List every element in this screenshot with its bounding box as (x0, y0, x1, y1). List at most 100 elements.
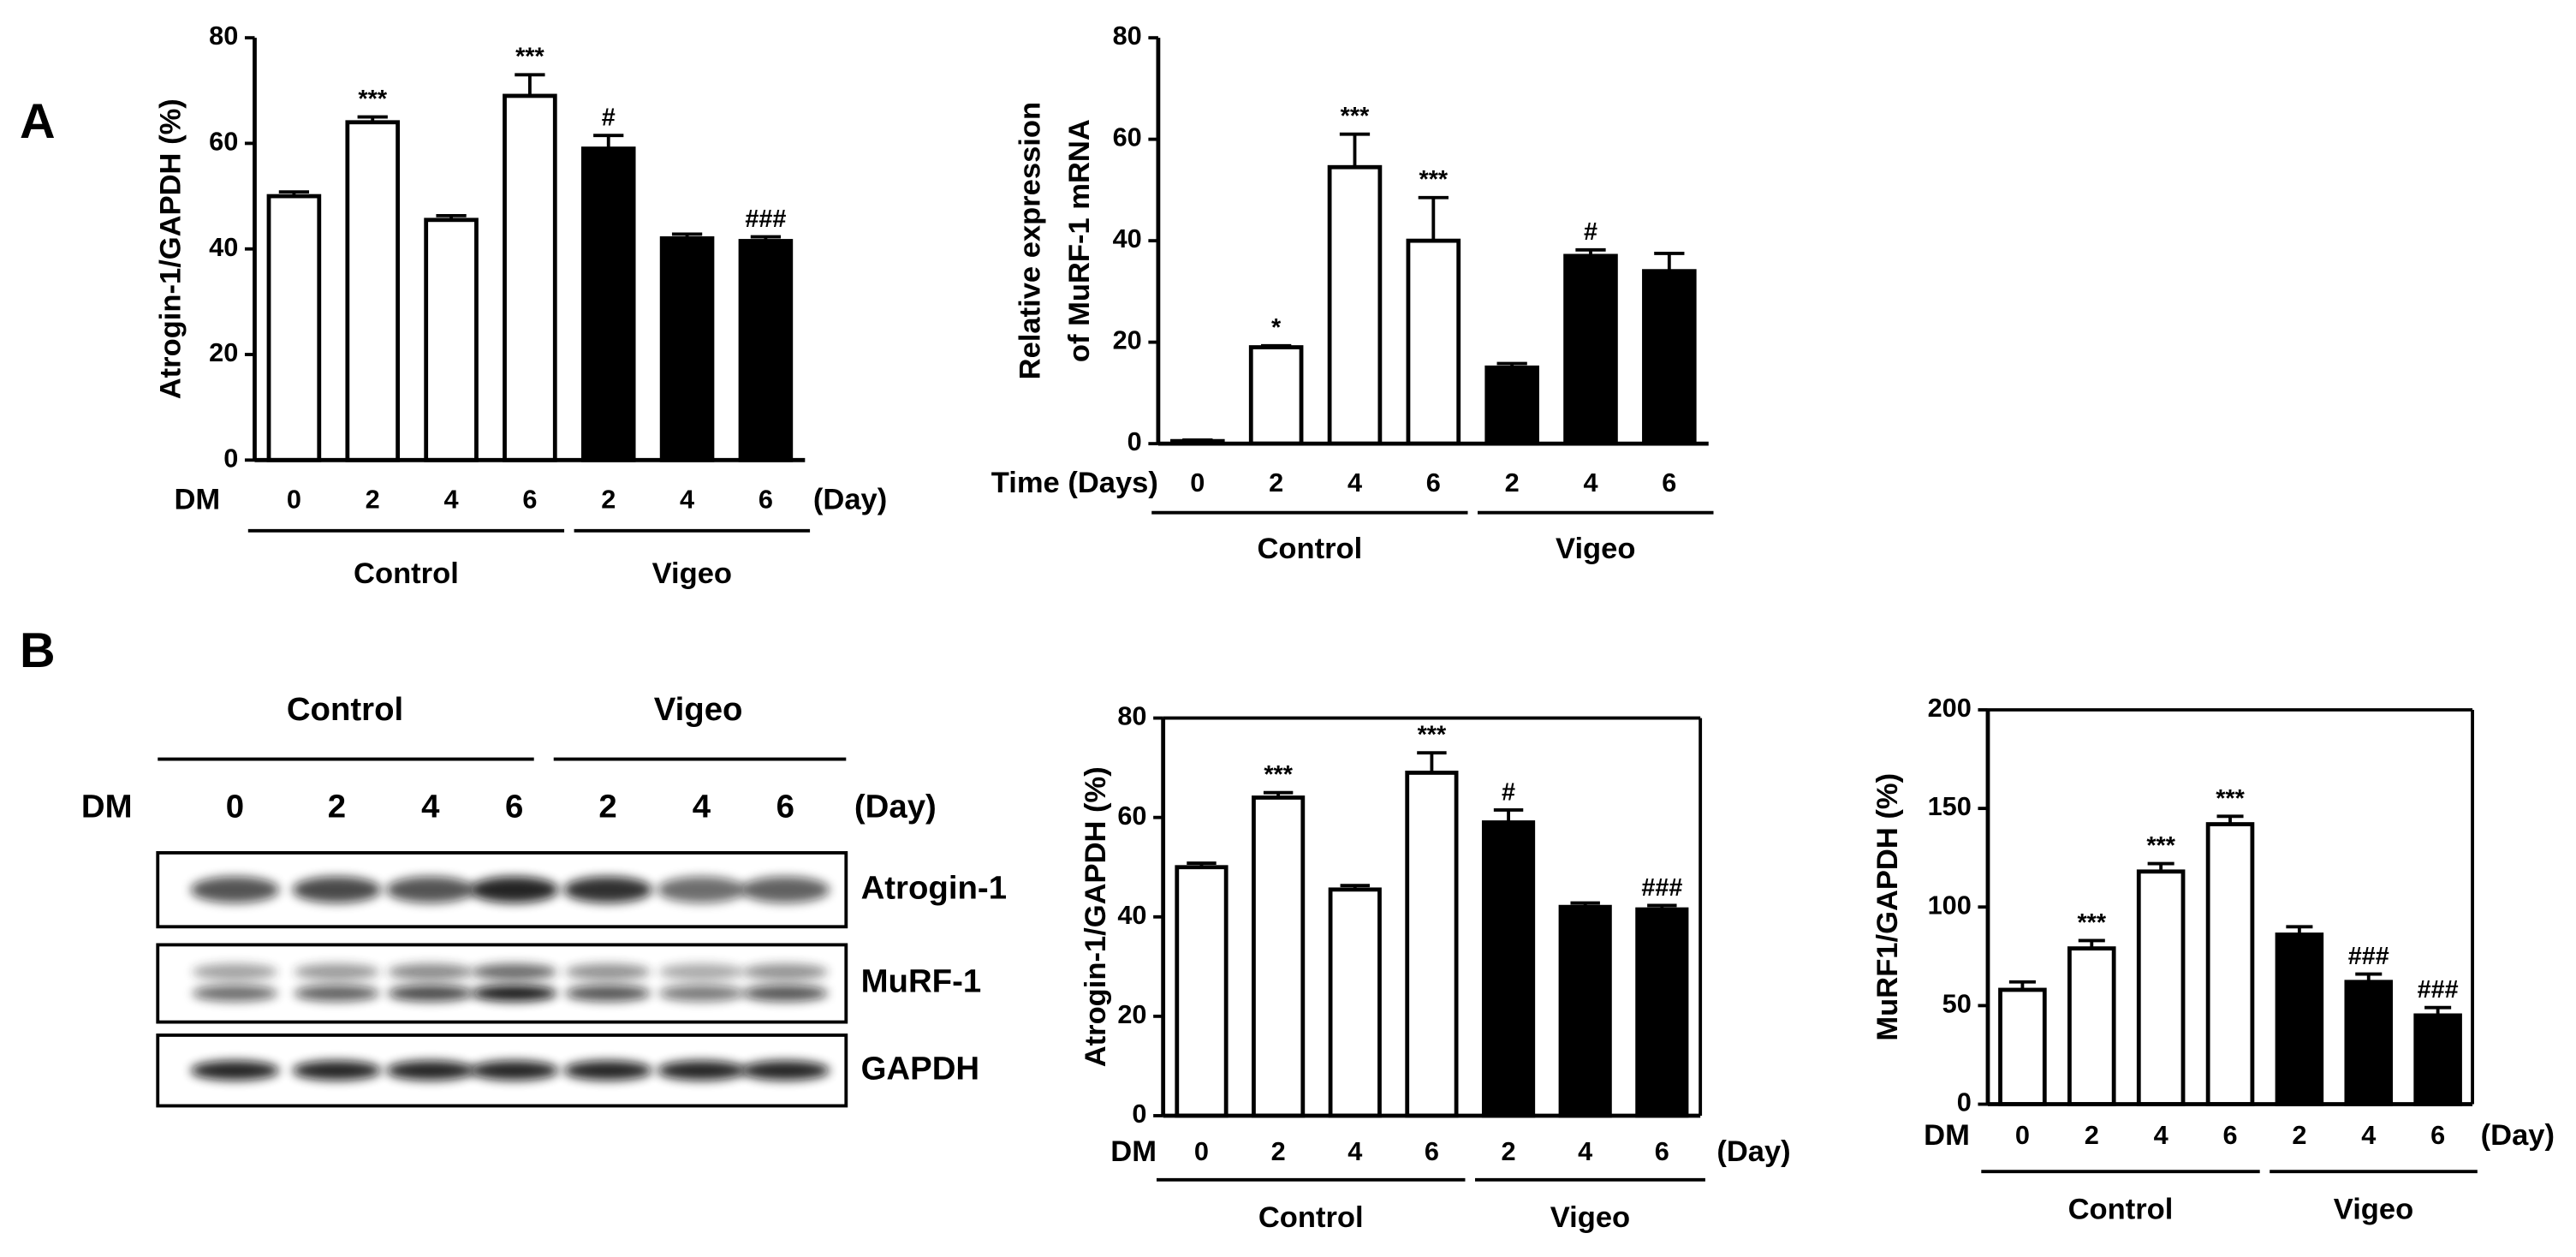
y-tick-label: 20 (1117, 999, 1146, 1029)
significance-label: *** (1419, 166, 1449, 194)
x-tick-label: 4 (1347, 468, 1362, 497)
band (192, 985, 278, 1002)
x-tick-label: 6 (1662, 468, 1676, 497)
y-axis-label: Atrogin-1/GAPDH (%) (155, 98, 187, 399)
band (741, 876, 830, 903)
lane-label: 4 (421, 788, 440, 825)
band (471, 963, 557, 980)
y-tick-label: 20 (1113, 325, 1142, 355)
significance-label: *** (1418, 722, 1447, 749)
group-label: Control (287, 691, 403, 728)
bar (1248, 345, 1304, 446)
bar (738, 239, 794, 462)
x-tick-label: 2 (366, 484, 380, 514)
bar (2344, 980, 2394, 1106)
group-label: Vigeo (2334, 1193, 2413, 1225)
x-suffix: (Day) (2481, 1119, 2555, 1152)
x-tick-label: 4 (444, 484, 459, 514)
significance-label: *** (2077, 909, 2106, 937)
x-tick-label: 4 (1583, 468, 1597, 497)
band (657, 876, 747, 903)
x-tick-label: 2 (1502, 1136, 1516, 1166)
significance-label: *** (2146, 832, 2175, 860)
band (563, 1060, 652, 1081)
x-tick-label: 4 (2361, 1120, 2376, 1150)
bar (1328, 887, 1382, 1118)
y-tick-label: 100 (1928, 890, 1972, 920)
chart: MuRF1/GAPDH (%) 0 50 100 150 200 *** *** *** Cont… (1871, 693, 2555, 1225)
chart: Atrogin-1/GAPDH (%)020406080******Contro… (1080, 701, 1791, 1234)
significance-label: *** (358, 86, 387, 113)
significance-label: ### (2418, 976, 2459, 1004)
x-axis-label: Time (Days) (991, 467, 1158, 499)
x-tick-label: 6 (2222, 1120, 2237, 1150)
y-axis-label: MuRF1/GAPDH (%) (1871, 773, 1904, 1041)
x-tick-label: 6 (1425, 1136, 1439, 1166)
bar (659, 235, 715, 462)
band (742, 985, 829, 1002)
y-tick-label: 80 (1113, 21, 1142, 51)
x-tick-label: 4 (2154, 1120, 2168, 1150)
band (469, 876, 559, 903)
lane-label: 2 (328, 788, 346, 825)
x-tick-label: 0 (2015, 1120, 2030, 1150)
y-tick-label: 0 (1957, 1087, 1972, 1117)
group-label: Control (1258, 1201, 1364, 1234)
x-tick-label: 0 (1194, 1136, 1209, 1166)
x-tick-label: 2 (1269, 468, 1283, 497)
y-tick-label: 40 (1117, 900, 1146, 930)
lane-label: 2 (598, 788, 616, 825)
bar (1327, 164, 1383, 446)
y-tick-label: 40 (1113, 223, 1142, 253)
band (741, 1060, 830, 1081)
bar (2136, 869, 2186, 1106)
y-tick-label: 20 (209, 337, 238, 367)
significance-label: ### (2348, 943, 2389, 970)
band (385, 1060, 475, 1081)
x-tick-label: 6 (1655, 1136, 1669, 1166)
bar (1563, 253, 1618, 446)
band (742, 963, 829, 980)
bar (1481, 820, 1536, 1118)
significance-label: ### (745, 206, 786, 233)
band (563, 876, 652, 903)
x-tick-label: 6 (1426, 468, 1441, 497)
bar (1405, 771, 1459, 1118)
x-tick-label: 0 (1190, 468, 1205, 497)
row-label: GAPDH (861, 1050, 980, 1087)
band (658, 963, 745, 980)
y-tick-label: 50 (1942, 989, 1972, 1019)
lane-label: 6 (505, 788, 523, 825)
y-axis-label: Relative expression (1014, 102, 1046, 379)
y-tick-label: 60 (1117, 801, 1146, 831)
bar (580, 146, 636, 462)
x-suffix: (Day) (813, 483, 887, 515)
band (292, 876, 382, 903)
band (192, 963, 278, 980)
band (292, 1060, 382, 1081)
significance-label: # (1502, 778, 1515, 806)
group-label: Control (1257, 533, 1362, 565)
band (190, 876, 280, 903)
band (658, 985, 745, 1002)
band (469, 1060, 559, 1081)
x-tick-label: 2 (1505, 468, 1520, 497)
y-tick-label: 0 (1132, 1099, 1146, 1129)
group-label: Vigeo (654, 691, 743, 728)
y-tick-label: 0 (1127, 426, 1142, 456)
bar (2275, 932, 2324, 1106)
x-axis-label: DM (174, 483, 220, 515)
significance-label: *** (1264, 761, 1293, 789)
band (657, 1060, 747, 1081)
x-suffix: (Day) (854, 788, 937, 825)
x-tick-label: 4 (680, 484, 694, 514)
y-tick-label: 0 (223, 443, 238, 473)
bar (345, 120, 401, 462)
bar (1406, 238, 1461, 446)
bar (1175, 865, 1229, 1118)
x-tick-label: 2 (2085, 1120, 2099, 1150)
significance-label: # (1584, 218, 1597, 246)
lane-label: 4 (693, 788, 711, 825)
significance-label: *** (1341, 103, 1370, 130)
